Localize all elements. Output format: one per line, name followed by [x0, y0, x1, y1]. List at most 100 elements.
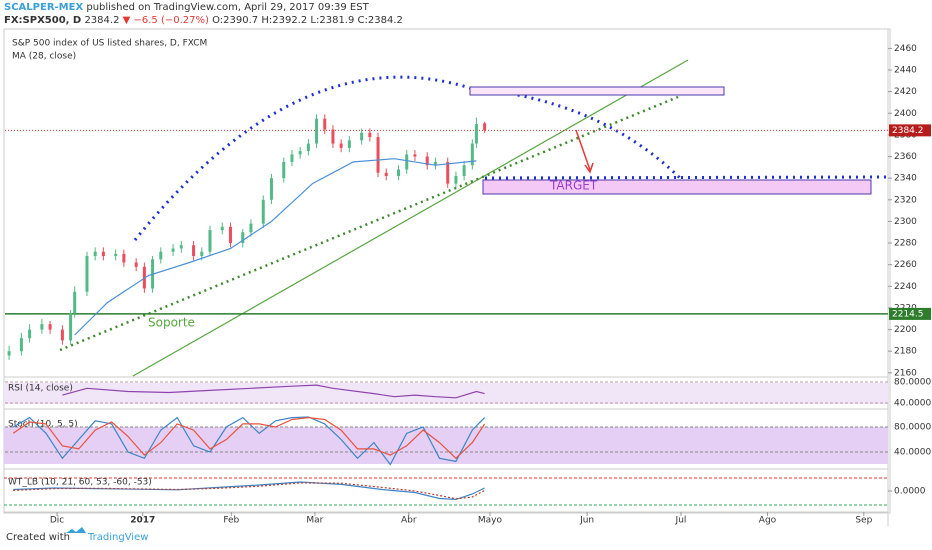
candle-body	[376, 137, 380, 173]
candle-body	[179, 245, 183, 249]
last: 2384.2	[84, 15, 120, 26]
candle-body	[360, 132, 364, 141]
x-tick-label: Abr	[401, 516, 417, 526]
candle-body	[261, 199, 265, 224]
candle-body	[200, 251, 204, 257]
footer-created: Created with	[6, 532, 70, 543]
candle-body	[48, 324, 52, 330]
candle-body	[315, 118, 319, 144]
candle-body	[331, 129, 335, 144]
x-tick-label: Mar	[306, 516, 323, 526]
stoch-title: Stoch (10, 5, 5)	[8, 420, 78, 430]
y-tick-label: 2340	[894, 174, 917, 184]
candle-body	[40, 324, 44, 330]
x-tick-label: Feb	[223, 516, 239, 526]
candle-body	[454, 176, 458, 184]
x-tick-label: 2017	[130, 516, 155, 526]
candle-body	[19, 338, 23, 352]
candle-body	[60, 329, 64, 341]
y-tick-label: 2460	[894, 44, 917, 54]
candle-body	[384, 172, 388, 177]
candle-body	[347, 140, 351, 148]
support-label-bg	[889, 307, 931, 320]
candle-body	[413, 154, 417, 157]
logo	[66, 527, 86, 533]
candle-body	[69, 313, 73, 341]
candle-body	[241, 232, 245, 244]
candle-body	[474, 124, 478, 144]
target-text: TARGET	[549, 179, 598, 193]
candle-body	[339, 143, 343, 148]
header: SCALPER-MEX published on TradingView.com…	[4, 2, 369, 13]
candle-body	[470, 143, 474, 166]
candle-body	[159, 251, 163, 260]
candle-body	[290, 154, 294, 162]
candle-body	[7, 351, 11, 356]
y-tick-label: 2300	[894, 217, 917, 227]
rsi-line	[62, 384, 485, 399]
support-text: Soporte	[148, 316, 195, 330]
candle-body	[192, 245, 196, 257]
y-tick-label: 2260	[894, 260, 917, 270]
box	[469, 86, 725, 96]
candle-body	[282, 161, 286, 179]
y-tick-label: 40.0000	[894, 399, 931, 409]
y-tick-label: 80.0000	[894, 377, 931, 387]
wt-title: WT_LB (10, 21, 60, 53, -60, -53)	[8, 478, 152, 488]
y-tick-label: 2320	[894, 195, 917, 205]
candle-body	[249, 223, 253, 233]
x-tick-label: Ago	[759, 516, 777, 526]
candle-body	[483, 123, 487, 131]
candle-body	[93, 251, 97, 257]
target-level	[484, 175, 889, 180]
x-tick-label: Jul	[675, 516, 687, 526]
rsi-band	[4, 383, 888, 404]
y-tick-label: 2360	[894, 152, 917, 162]
candle-body	[425, 156, 429, 166]
y-tick-label: 0.0000	[894, 487, 926, 497]
last-price-bg	[889, 124, 931, 137]
candle-body	[323, 118, 327, 130]
x-tick-label: Jun	[579, 516, 594, 526]
candle-body	[228, 226, 232, 244]
author[interactable]: SCALPER-MEX	[4, 2, 84, 13]
candle-body	[28, 329, 32, 339]
close: C:2384.2	[357, 15, 403, 26]
y-tick-label: 2180	[894, 347, 917, 357]
candle-body	[397, 169, 401, 177]
candle-body	[122, 253, 126, 263]
candle-body	[73, 291, 77, 314]
y-tick-label: 2280	[894, 239, 917, 249]
candle-body	[298, 151, 302, 155]
symbol: FX:SPX500, D	[4, 15, 82, 26]
open: O:2390.7	[212, 15, 259, 26]
support-label: 2214.5	[892, 309, 924, 319]
candle-body	[208, 230, 212, 252]
ma-label: MA (28, close)	[12, 52, 76, 62]
y-tick-label: 2160	[894, 368, 917, 378]
candle-body	[220, 226, 224, 231]
candle-body	[134, 262, 138, 267]
candle-body	[306, 143, 310, 152]
low: L:2381.9	[310, 15, 355, 26]
candle-body	[433, 161, 437, 166]
x-tick-label: Mayo	[478, 516, 503, 526]
y-tick-label: 2420	[894, 87, 917, 97]
y-tick-label: 2440	[894, 66, 917, 76]
candle-body	[101, 251, 105, 257]
candle-body	[114, 253, 118, 257]
candle-body	[446, 161, 450, 184]
chart-title: S&P 500 index of US listed shares, D, FX…	[12, 39, 207, 49]
y-tick-label: 80.0000	[894, 423, 931, 433]
candle-body	[171, 248, 175, 252]
footer-brand[interactable]: TradingView	[87, 532, 148, 543]
y-tick-label: 2400	[894, 109, 917, 119]
y-tick-label: 2200	[894, 325, 917, 335]
arrow	[575, 129, 594, 174]
candle-body	[85, 256, 89, 292]
y-tick-label: 2240	[894, 282, 917, 292]
trend-line	[132, 59, 689, 377]
candle-body	[405, 154, 409, 170]
